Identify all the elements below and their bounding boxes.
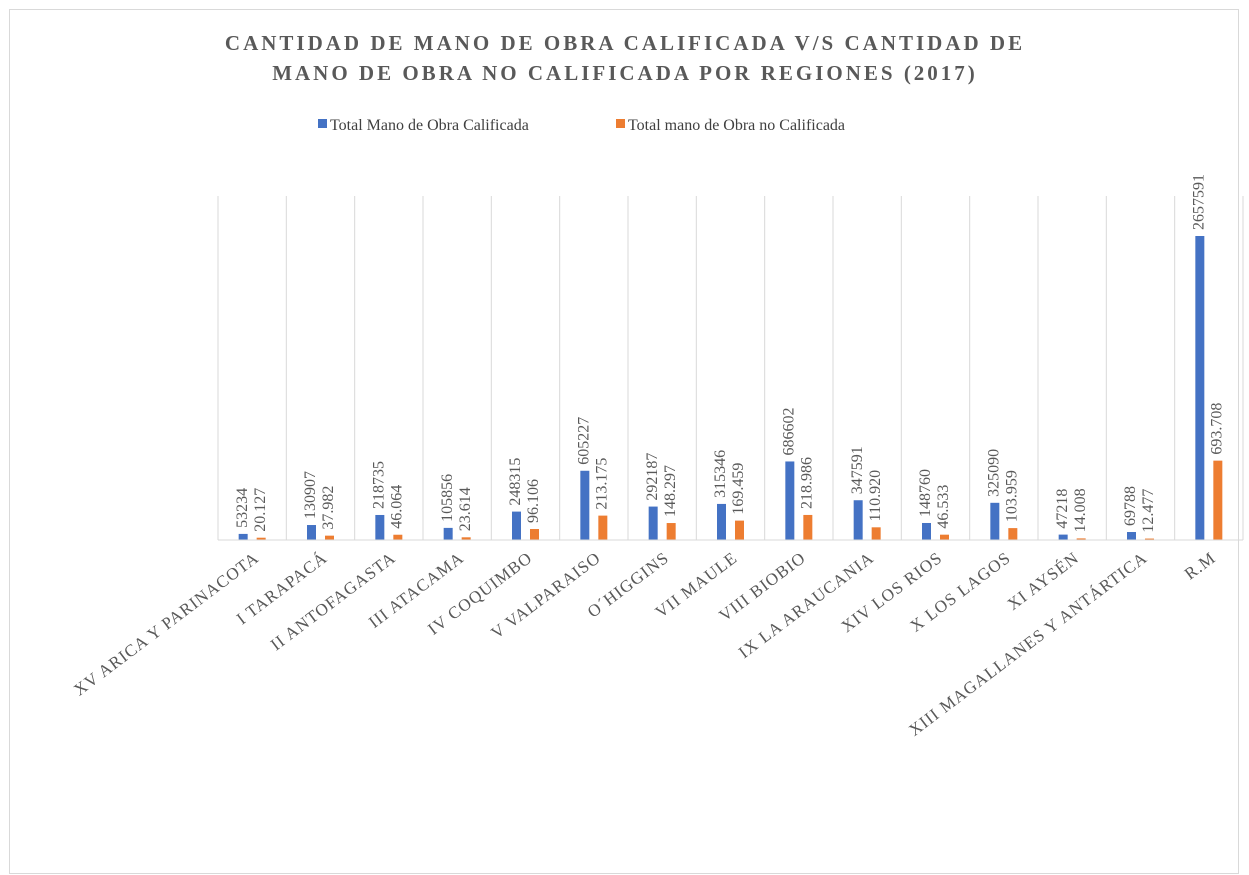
data-label: 325090 xyxy=(986,449,1003,497)
bar xyxy=(990,502,1000,540)
bar xyxy=(530,529,539,540)
bar xyxy=(1127,532,1136,540)
bar xyxy=(443,527,453,540)
data-label: 347591 xyxy=(849,446,866,494)
bar xyxy=(1145,538,1154,540)
bar xyxy=(1008,528,1018,540)
data-label: 53234 xyxy=(234,488,251,528)
chart-title: CANTIDAD DE MANO DE OBRA CALIFICADA V/S … xyxy=(225,31,1025,55)
bar xyxy=(307,525,316,540)
bar xyxy=(922,522,931,540)
bar xyxy=(803,514,813,540)
legend-label: Total mano de Obra no Calificada xyxy=(628,117,845,134)
data-label: 169.459 xyxy=(730,463,747,515)
data-label: 37.982 xyxy=(320,486,337,530)
data-label: 20.127 xyxy=(252,488,269,532)
legend-swatch xyxy=(318,119,327,128)
data-label: 218735 xyxy=(371,461,388,509)
chart-title: MANO DE OBRA NO CALIFICADA POR REGIONES … xyxy=(272,61,978,85)
bar xyxy=(735,520,744,540)
data-label: 23.614 xyxy=(457,487,474,531)
bar xyxy=(238,533,248,540)
bar xyxy=(717,503,726,540)
data-label: 110.920 xyxy=(867,470,884,521)
bar xyxy=(393,534,403,540)
data-label: 14.008 xyxy=(1072,488,1089,532)
chart-border xyxy=(9,9,1239,874)
bar xyxy=(1213,460,1223,540)
bar xyxy=(580,470,590,540)
bar xyxy=(785,461,795,540)
data-label: 148.297 xyxy=(662,465,679,517)
data-label: 2657591 xyxy=(1191,174,1208,230)
bar xyxy=(325,535,334,540)
bar xyxy=(853,500,863,540)
data-label: 105856 xyxy=(439,474,456,522)
data-label: 315346 xyxy=(712,450,729,498)
bar xyxy=(940,534,949,540)
data-label: 12.477 xyxy=(1140,489,1157,533)
data-label: 148760 xyxy=(917,469,934,517)
data-label: 47218 xyxy=(1054,489,1071,529)
data-label: 69788 xyxy=(1122,486,1139,526)
data-label: 46.064 xyxy=(389,485,406,529)
data-label: 693.708 xyxy=(1209,403,1226,455)
bar xyxy=(871,527,881,540)
bar xyxy=(512,511,521,540)
data-label: 213.175 xyxy=(594,458,611,510)
bar xyxy=(1076,538,1086,540)
bar xyxy=(1195,236,1205,540)
data-label: 103.959 xyxy=(1004,470,1021,522)
bar xyxy=(648,506,658,540)
data-label: 218.986 xyxy=(799,457,816,509)
legend-label: Total Mano de Obra Calificada xyxy=(330,117,529,134)
legend-swatch xyxy=(616,119,625,128)
bar xyxy=(256,537,266,540)
data-label: 605227 xyxy=(576,417,593,465)
data-label: 46.533 xyxy=(935,485,952,529)
data-label: 686602 xyxy=(781,407,798,455)
data-label: 248315 xyxy=(507,458,524,506)
bar xyxy=(375,514,385,540)
data-label: 130907 xyxy=(302,471,319,519)
data-label: 96.106 xyxy=(525,479,542,523)
bar xyxy=(1058,534,1068,540)
bar xyxy=(598,515,608,540)
bar xyxy=(461,537,471,540)
data-label: 292187 xyxy=(644,453,661,501)
bar xyxy=(666,523,676,540)
